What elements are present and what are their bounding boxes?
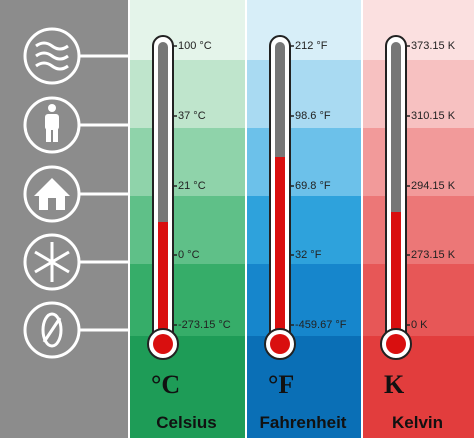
icon-circle (23, 233, 81, 291)
color-band (361, 264, 474, 336)
unit-symbol: °C (151, 370, 180, 399)
temperature-label: 21 °C (178, 180, 206, 192)
temperature-label: 373.15 K (411, 40, 456, 52)
temperature-label: 32 °F (295, 249, 322, 261)
temperature-label: 100 °C (178, 40, 212, 52)
icon-circle (23, 165, 81, 223)
snowflake-icon (34, 242, 70, 282)
scale-name: Celsius (156, 413, 216, 432)
color-band (128, 0, 245, 60)
color-band (245, 336, 361, 438)
color-band (245, 264, 361, 336)
temperature-label: -273.15 °C (178, 319, 231, 331)
thermo-bulb (270, 334, 290, 354)
zero-slash (42, 317, 62, 343)
person-body (45, 114, 59, 130)
color-band (128, 196, 245, 264)
temperature-label: 0 K (411, 319, 428, 331)
person-leg (53, 128, 58, 142)
icon-circle (23, 301, 81, 359)
color-band (361, 0, 474, 60)
icons (23, 27, 128, 359)
icon-fills (34, 104, 70, 210)
person-head (48, 104, 56, 112)
temperature-label: 273.15 K (411, 249, 456, 261)
color-band (128, 336, 245, 438)
color-band (245, 60, 361, 128)
temperature-label: 98.6 °F (295, 110, 331, 122)
color-band (361, 60, 474, 128)
thermo-fill (158, 222, 168, 342)
icon-circle (23, 96, 81, 154)
house-door (48, 198, 56, 210)
scale-name: Fahrenheit (260, 413, 347, 432)
person-leg (46, 128, 51, 142)
color-band (128, 264, 245, 336)
icon-circle (23, 27, 81, 85)
divider (245, 0, 247, 438)
zero-icon (41, 312, 63, 348)
color-band (128, 60, 245, 128)
thermo-fill (391, 212, 401, 342)
temperature-label: 212 °F (295, 40, 328, 52)
temperature-label: 0 °C (178, 249, 200, 261)
vapor-icon (35, 41, 69, 71)
color-band (245, 128, 361, 196)
divider (361, 0, 363, 438)
temperature-label: 69.8 °F (295, 180, 331, 192)
color-band (361, 128, 474, 196)
unit-symbol: °F (268, 370, 294, 399)
color-band (245, 196, 361, 264)
scale-name: Kelvin (392, 413, 443, 432)
house-icon (34, 178, 70, 210)
color-band (245, 0, 361, 60)
color-band (361, 336, 474, 438)
temperature-label: -459.67 °F (295, 319, 347, 331)
color-band (361, 196, 474, 264)
thermo-fill (275, 157, 285, 342)
divider (128, 0, 130, 438)
thermo-bulb (386, 334, 406, 354)
unit-symbol: K (384, 370, 405, 399)
color-band (128, 128, 245, 196)
temperature-label: 294.15 K (411, 180, 456, 192)
temperature-label: 37 °C (178, 110, 206, 122)
thermo-bulb (153, 334, 173, 354)
temperature-label: 310.15 K (411, 110, 456, 122)
